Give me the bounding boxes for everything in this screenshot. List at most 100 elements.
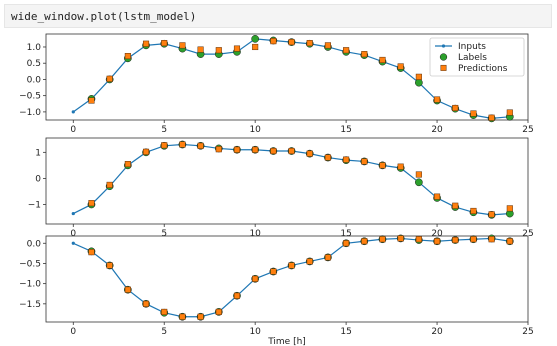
predictions-point bbox=[343, 240, 350, 247]
predictions-point bbox=[343, 156, 350, 163]
predictions-point bbox=[452, 236, 459, 244]
predictions-point bbox=[324, 154, 331, 161]
predictions-point bbox=[161, 40, 168, 47]
x-tick-label: 25 bbox=[522, 125, 533, 135]
predictions-point bbox=[488, 211, 495, 218]
x-tick-label: 0 bbox=[70, 229, 76, 239]
x-tick-label: 0 bbox=[70, 125, 76, 135]
y-tick-label: 0.5 bbox=[27, 59, 41, 69]
predictions-point bbox=[197, 46, 204, 53]
predictions-point bbox=[252, 43, 259, 51]
predictions-point bbox=[288, 147, 295, 155]
y-tick-label: 0.0 bbox=[27, 75, 42, 85]
labels-point bbox=[251, 35, 260, 43]
inputs-point bbox=[71, 211, 75, 216]
predictions-point bbox=[343, 47, 350, 54]
predictions-point bbox=[106, 262, 113, 269]
code-cell-text: wide_window.plot(lstm_model) bbox=[11, 10, 197, 23]
predictions-point bbox=[452, 202, 459, 209]
inputs-point bbox=[71, 110, 75, 114]
predictions-point bbox=[306, 258, 313, 265]
labels-point bbox=[415, 78, 423, 87]
predictions-point bbox=[179, 42, 186, 49]
predictions-point bbox=[179, 313, 186, 320]
predictions-point bbox=[379, 236, 386, 243]
predictions-point bbox=[434, 96, 441, 103]
plot-area-2 bbox=[45, 137, 529, 225]
predictions-point bbox=[452, 104, 459, 112]
legend-labels-marker bbox=[439, 53, 448, 61]
predictions-point bbox=[506, 205, 513, 212]
legend-inputs-marker bbox=[441, 44, 446, 48]
predictions-point bbox=[106, 181, 113, 188]
x-tick-label: 5 bbox=[161, 125, 167, 135]
predictions-point bbox=[379, 162, 386, 169]
legend-box bbox=[429, 37, 525, 77]
predictions-point bbox=[379, 56, 386, 64]
predictions-point bbox=[470, 236, 477, 243]
predictions-point bbox=[415, 236, 422, 243]
predictions-point bbox=[215, 308, 222, 315]
predictions-point bbox=[270, 268, 277, 275]
predictions-point bbox=[397, 163, 404, 170]
predictions-point bbox=[470, 110, 477, 117]
predictions-point bbox=[215, 146, 222, 153]
predictions-point bbox=[161, 308, 168, 315]
y-tick-label: 1 bbox=[35, 148, 41, 158]
x-tick-label: 10 bbox=[249, 327, 261, 337]
predictions-point bbox=[306, 40, 313, 47]
predictions-point bbox=[233, 292, 241, 299]
predictions-point bbox=[470, 207, 477, 215]
x-tick-label: 25 bbox=[522, 327, 533, 337]
predictions-point bbox=[88, 97, 95, 104]
predictions-point bbox=[124, 286, 131, 293]
x-tick-label: 5 bbox=[161, 229, 167, 239]
predictions-point bbox=[361, 158, 368, 165]
predictions-point bbox=[142, 148, 150, 155]
code-cell[interactable]: wide_window.plot(lstm_model) bbox=[4, 4, 552, 28]
predictions-point bbox=[179, 141, 186, 148]
x-axis-label: Time [h] bbox=[267, 337, 306, 346]
predictions-point bbox=[161, 142, 168, 149]
x-tick-label: 20 bbox=[431, 125, 443, 135]
predictions-point bbox=[397, 63, 404, 70]
legend-entry: Labels bbox=[458, 53, 487, 63]
x-tick-label: 10 bbox=[249, 229, 261, 239]
legend-entry: Predictions bbox=[458, 64, 508, 74]
predictions-point bbox=[415, 171, 422, 178]
x-tick-label: 15 bbox=[340, 327, 351, 337]
predictions-point bbox=[488, 114, 495, 121]
predictions-point bbox=[124, 53, 131, 60]
predictions-point bbox=[233, 45, 241, 52]
predictions-point bbox=[197, 142, 204, 149]
predictions-point bbox=[124, 161, 131, 168]
predictions-point bbox=[434, 238, 441, 245]
legend-predictions-marker bbox=[440, 64, 447, 71]
predictions-point bbox=[288, 262, 295, 269]
x-tick-label: 20 bbox=[431, 229, 443, 239]
plot-area-3 bbox=[45, 235, 529, 323]
x-tick-label: 5 bbox=[161, 327, 167, 337]
predictions-point bbox=[88, 200, 95, 207]
predictions-point bbox=[361, 238, 368, 245]
predictions-point bbox=[252, 146, 259, 153]
predictions-point bbox=[142, 300, 150, 307]
y-tick-label: 0 bbox=[35, 174, 41, 184]
predictions-point bbox=[397, 235, 404, 242]
predictions-point bbox=[270, 147, 277, 155]
y-tick-label: −1.5 bbox=[19, 300, 41, 310]
x-tick-label: 0 bbox=[70, 327, 76, 337]
y-tick-label: 1.0 bbox=[27, 43, 42, 53]
predictions-point bbox=[488, 236, 495, 243]
predictions-point bbox=[306, 150, 313, 157]
predictions-point bbox=[324, 254, 331, 261]
predictions-point bbox=[142, 40, 150, 47]
y-tick-label: −1.0 bbox=[19, 280, 41, 290]
x-tick-label: 10 bbox=[249, 125, 261, 135]
predictions-point bbox=[252, 275, 259, 282]
y-tick-label: −1 bbox=[28, 200, 41, 210]
y-tick-label: 0.0 bbox=[27, 239, 42, 249]
predictions-point bbox=[88, 249, 95, 256]
predictions-point bbox=[106, 75, 113, 82]
